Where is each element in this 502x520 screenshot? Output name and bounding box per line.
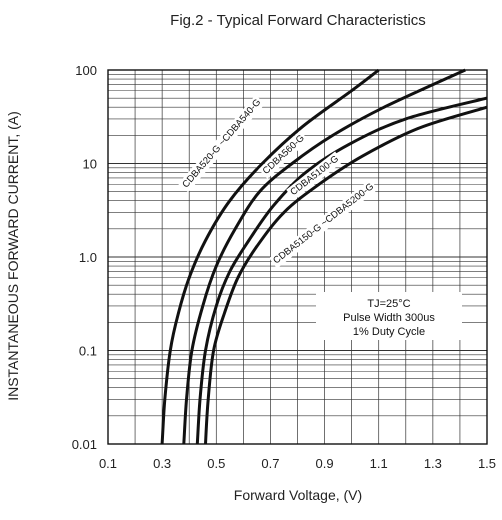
note-line-duty-cycle: 1% Duty Cycle [353, 326, 425, 338]
y-axis-label: INSTANTANEOUS FORWARD CURRENT, (A) [5, 111, 21, 401]
note-background [316, 292, 462, 340]
y-tick-label: 0.01 [72, 437, 97, 452]
x-tick-labels: 0.1 0.3 0.5 0.7 0.9 1.1 1.3 1.5 [99, 456, 496, 471]
series-label-background [258, 130, 309, 179]
series-line-1 [160, 68, 380, 445]
x-tick-label: 0.5 [207, 456, 225, 471]
note-line-pulse-width: Pulse Width 300us [343, 312, 435, 324]
series-label-background [286, 151, 344, 201]
series-label-background [269, 179, 379, 269]
chart-title: Fig.2 - Typical Forward Characteristics [170, 12, 426, 29]
series-label-text: CDBA5150-G ~CDBA5200-G [271, 181, 376, 266]
y-tick-label: 10 [83, 157, 97, 172]
x-tick-label: 0.9 [316, 456, 334, 471]
plot-frame [107, 69, 488, 445]
series-line-2 [182, 68, 466, 445]
test-conditions-note: TJ=25°C Pulse Width 300us 1% Duty Cycle [316, 292, 462, 340]
y-tick-label: 100 [75, 63, 97, 78]
x-tick-label: 0.1 [99, 456, 117, 471]
y-tick-label: 0.1 [79, 344, 97, 359]
x-tick-label: 0.3 [153, 456, 171, 471]
y-tick-label: 1.0 [79, 250, 97, 265]
series-line-4 [204, 105, 488, 445]
series-label-background [178, 94, 266, 193]
series-label-3: CDBA5100-G [286, 151, 344, 201]
x-axis-label: Forward Voltage, (V) [234, 487, 362, 503]
x-tick-label: 0.7 [261, 456, 279, 471]
x-tick-label: 1.3 [424, 456, 442, 471]
series-line-3 [195, 96, 488, 445]
x-tick-label: 1.1 [370, 456, 388, 471]
x-tick-label: 1.5 [478, 456, 496, 471]
note-line-temperature: TJ=25°C [367, 298, 410, 310]
y-tick-labels: 0.01 0.1 1.0 10 100 [72, 63, 97, 452]
curve-labels: CDBA520-G ~CDBA540-GCDBA560-GCDBA5100-GC… [178, 94, 379, 269]
curves [160, 68, 488, 445]
